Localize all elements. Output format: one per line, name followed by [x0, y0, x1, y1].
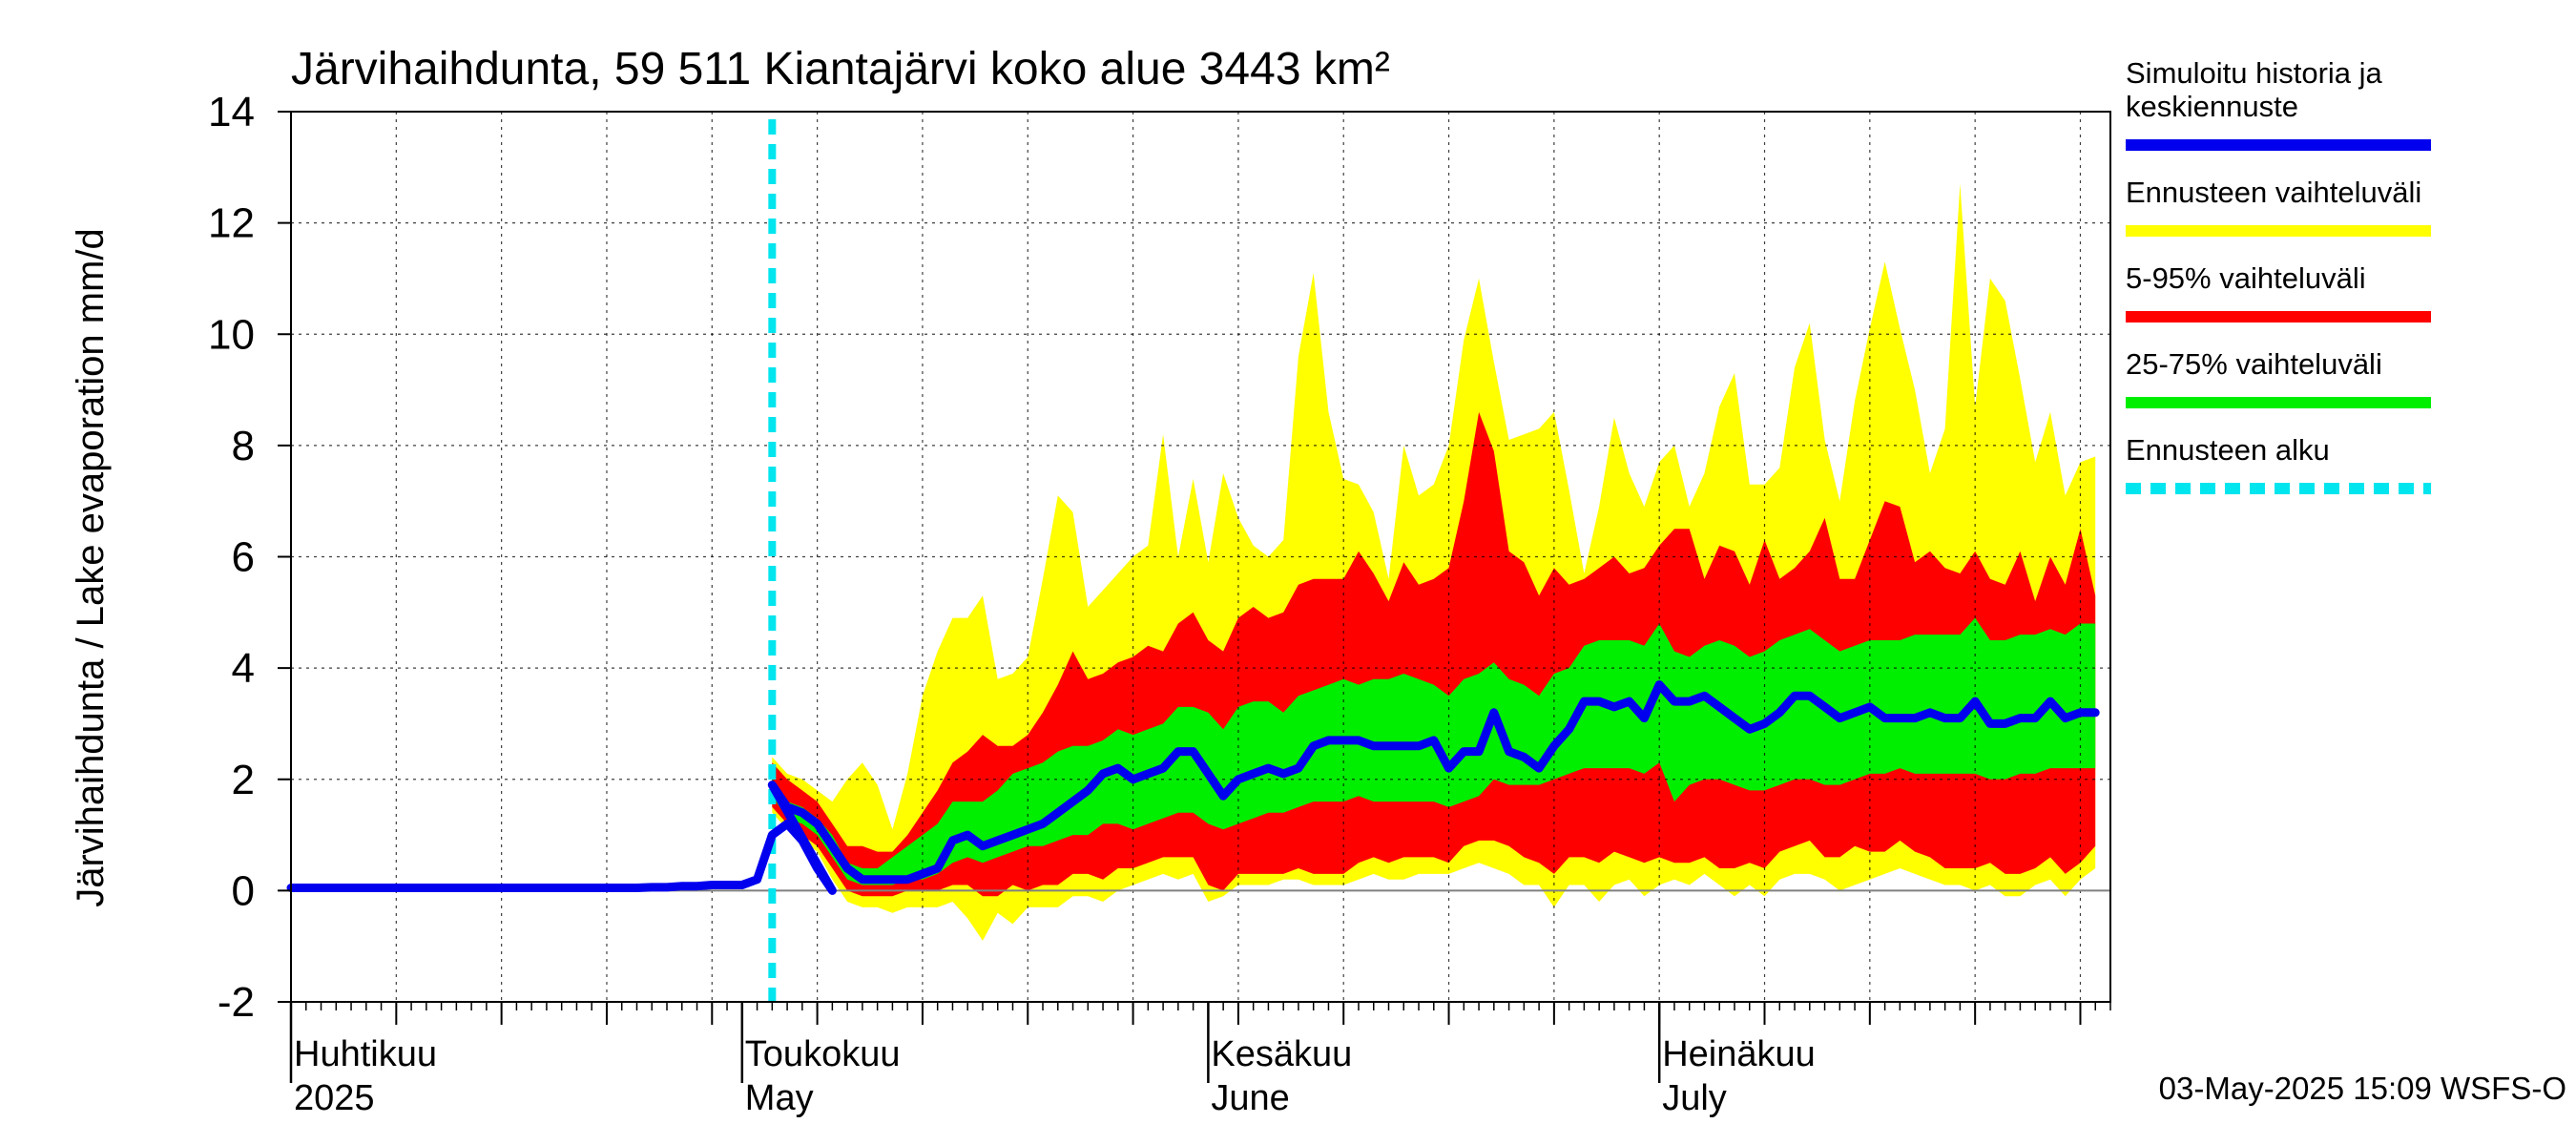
chart-title: Järvihaihdunta, 59 511 Kiantajärvi koko … — [291, 44, 1390, 94]
month-label-en: 2025 — [294, 1078, 375, 1118]
y-tick-label: 10 — [208, 311, 255, 358]
y-axis: -2 0 2 4 6 8 10 12 14 — [208, 89, 291, 1026]
legend-label: Simuloitu historia ja — [2126, 56, 2383, 90]
month-label-en: June — [1211, 1078, 1289, 1118]
y-tick-label: 2 — [232, 757, 255, 803]
median-line — [286, 680, 2100, 895]
month-label-fi: Huhtikuu — [294, 1034, 437, 1074]
y-axis-label: Järvihaihdunta / Lake evaporation mm/d — [70, 228, 112, 907]
y-tick-label: 6 — [232, 534, 255, 581]
month-label-fi: Heinäkuu — [1662, 1034, 1816, 1074]
legend-label: 5-95% vaihteluväli — [2126, 261, 2366, 295]
x-axis — [290, 1002, 2111, 1025]
y-tick-label: 14 — [208, 89, 255, 135]
grid-lines — [291, 112, 2110, 1002]
month-label-en: May — [745, 1078, 814, 1118]
y-tick-label: 0 — [232, 867, 255, 914]
month-label-fi: Kesäkuu — [1211, 1034, 1352, 1074]
y-tick-label: 8 — [232, 423, 255, 469]
legend-label: 25-75% vaihteluväli — [2126, 347, 2382, 381]
plot-area — [286, 111, 2111, 1003]
legend-label: Ennusteen alku — [2126, 433, 2330, 467]
month-label-en: July — [1662, 1078, 1727, 1118]
legend-label: keskiennuste — [2126, 90, 2298, 123]
footer-timestamp: 03-May-2025 15:09 WSFS-O — [2159, 1071, 2566, 1106]
month-label-fi: Toukokuu — [745, 1034, 901, 1074]
y-tick-label: 4 — [232, 645, 255, 692]
y-tick-label: 12 — [208, 200, 255, 247]
y-tick-label: -2 — [218, 979, 255, 1026]
legend-label: Ennusteen vaihteluväli — [2126, 176, 2421, 209]
